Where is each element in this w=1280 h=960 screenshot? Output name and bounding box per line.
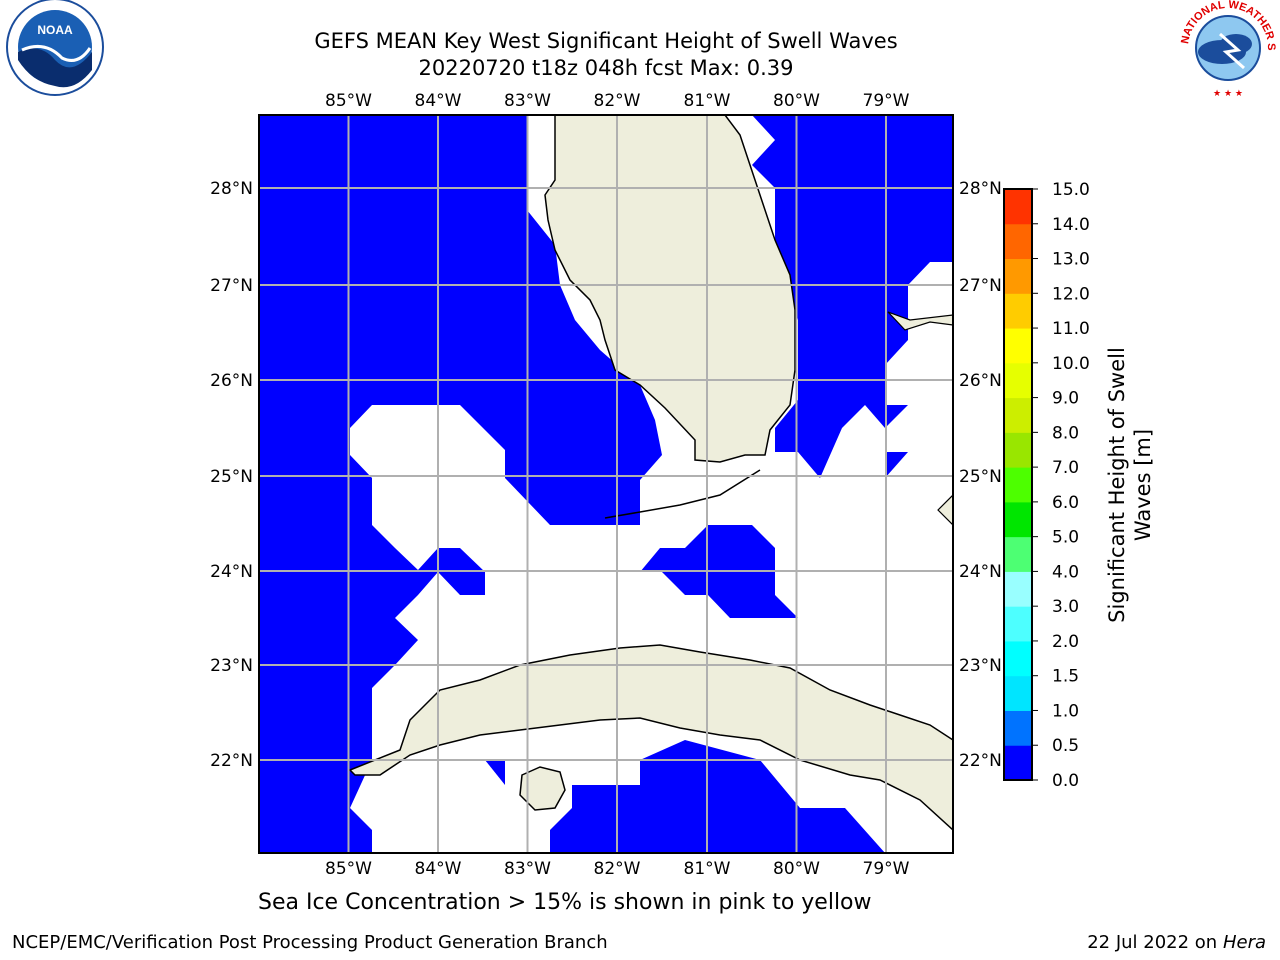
colorbar-tick-label: 7.0 bbox=[1052, 458, 1079, 478]
lon-tick-top: 85°W bbox=[325, 91, 372, 111]
ocean-patch-cuba bbox=[485, 760, 505, 785]
colorbar-segment bbox=[1004, 467, 1032, 503]
colorbar-segment bbox=[1004, 397, 1032, 433]
land-isla-juventud bbox=[519, 766, 566, 811]
colorbar-segment bbox=[1004, 640, 1032, 677]
colorbar-tick-label: 4.0 bbox=[1052, 562, 1079, 582]
footer-host: Hera bbox=[1222, 932, 1266, 953]
colorbar-segment bbox=[1004, 258, 1032, 294]
colorbar-segment bbox=[1004, 571, 1032, 607]
lon-tick-top: 83°W bbox=[504, 91, 551, 111]
map-frame bbox=[258, 114, 954, 854]
colorbar-segment bbox=[1004, 536, 1032, 572]
lon-tick-bottom: 85°W bbox=[325, 859, 372, 879]
lat-tick-right: 25°N bbox=[959, 467, 1002, 487]
colorbar-label-line-1: Significant Height of Swell bbox=[1105, 347, 1129, 623]
land-andros bbox=[937, 494, 953, 526]
lon-tick-top: 84°W bbox=[415, 91, 462, 111]
colorbar-segment bbox=[1004, 293, 1032, 329]
lat-tick-right: 22°N bbox=[959, 751, 1002, 771]
lon-tick-bottom: 82°W bbox=[594, 859, 641, 879]
colorbar-tick-label: 1.0 bbox=[1052, 701, 1079, 721]
gridlines bbox=[259, 115, 953, 853]
colorbar-tick-label: 1.5 bbox=[1052, 667, 1079, 687]
footer-date: 22 Jul 2022 on Hera bbox=[1087, 932, 1266, 953]
nodata-region bbox=[350, 115, 953, 853]
lon-tick-bottom: 80°W bbox=[773, 859, 820, 879]
map-area bbox=[259, 115, 953, 853]
colorbar-segment bbox=[1004, 223, 1032, 260]
colorbar-tick-label: 11.0 bbox=[1052, 319, 1090, 339]
colorbar-tick-label: 14.0 bbox=[1052, 215, 1090, 235]
lon-tick-top: 82°W bbox=[594, 91, 641, 111]
lat-tick-left: 25°N bbox=[210, 467, 253, 487]
lat-tick-left: 23°N bbox=[210, 656, 253, 676]
colorbar-tick-label: 15.0 bbox=[1052, 180, 1090, 200]
footer-date-text: 22 Jul 2022 on bbox=[1087, 932, 1223, 953]
colorbar-tick-label: 10.0 bbox=[1052, 354, 1090, 374]
lon-ticks-top: 85°W 84°W 83°W 82°W 81°W 80°W 79°W bbox=[325, 91, 910, 111]
colorbar-tick-label: 13.0 bbox=[1052, 250, 1090, 270]
title-line-1: GEFS MEAN Key West Significant Height of… bbox=[314, 29, 898, 53]
colorbar-segment bbox=[1004, 675, 1032, 711]
sea-ice-note: Sea Ice Concentration > 15% is shown in … bbox=[258, 890, 872, 915]
colorbar-label-line-2: Waves [m] bbox=[1131, 429, 1155, 541]
colorbar-segment bbox=[1004, 432, 1032, 468]
lat-tick-left: 24°N bbox=[210, 562, 253, 582]
colorbar-segment bbox=[1004, 501, 1032, 538]
lat-tick-right: 26°N bbox=[959, 371, 1002, 391]
colorbar-tick-label: 5.0 bbox=[1052, 528, 1079, 548]
lat-ticks-right: 28°N 27°N 26°N 25°N 24°N 23°N 22°N bbox=[959, 179, 1002, 771]
lon-tick-bottom: 79°W bbox=[863, 859, 910, 879]
lon-ticks-bottom: 85°W 84°W 83°W 82°W 81°W 80°W 79°W bbox=[325, 859, 910, 879]
colorbar-segment bbox=[1004, 745, 1032, 781]
lat-tick-left: 26°N bbox=[210, 371, 253, 391]
footer-credit: NCEP/EMC/Verification Post Processing Pr… bbox=[12, 932, 608, 953]
noaa-logo-text: NOAA bbox=[37, 23, 73, 37]
lon-tick-top: 79°W bbox=[863, 91, 910, 111]
colorbar-tick-label: 9.0 bbox=[1052, 389, 1079, 409]
colorbar-segment bbox=[1004, 710, 1032, 746]
nws-logo: NATIONAL WEATHER SERVICE ★ ★ ★ bbox=[0, 0, 1277, 99]
florida-keys bbox=[604, 469, 761, 519]
lon-tick-bottom: 84°W bbox=[415, 859, 462, 879]
colorbar-tick-label: 8.0 bbox=[1052, 423, 1079, 443]
colorbar-segment bbox=[1004, 606, 1032, 642]
colorbar-segment bbox=[1004, 362, 1032, 399]
lat-tick-right: 23°N bbox=[959, 656, 1002, 676]
lon-tick-bottom: 81°W bbox=[684, 859, 731, 879]
nws-stars: ★ ★ ★ bbox=[1213, 89, 1243, 99]
land-grand-bahama bbox=[887, 311, 953, 331]
title-line-2: 20220720 t18z 048h fcst Max: 0.39 bbox=[418, 56, 794, 80]
lat-tick-right: 27°N bbox=[959, 276, 1002, 296]
colorbar-tick-label: 6.0 bbox=[1052, 493, 1079, 513]
colorbar-segment bbox=[1004, 189, 1032, 225]
lon-tick-top: 80°W bbox=[773, 91, 820, 111]
colorbar-segment bbox=[1004, 328, 1032, 364]
colorbar: 0.0 0.5 1.0 1.5 2.0 3.0 4.0 5.0 6.0 7.0 8.0 9.0 10.0… bbox=[1003, 180, 1090, 791]
lat-tick-left: 28°N bbox=[210, 179, 253, 199]
colorbar-tick-label: 0.5 bbox=[1052, 736, 1079, 756]
noaa-logo: NOAA bbox=[6, 0, 104, 96]
colorbar-tick-label: 0.0 bbox=[1052, 771, 1079, 791]
colorbar-tick-label: 2.0 bbox=[1052, 632, 1079, 652]
lat-tick-left: 22°N bbox=[210, 751, 253, 771]
land-cuba bbox=[348, 644, 953, 832]
lat-tick-left: 27°N bbox=[210, 276, 253, 296]
colorbar-tick-label: 3.0 bbox=[1052, 597, 1079, 617]
lat-tick-right: 28°N bbox=[959, 179, 1002, 199]
lat-tick-right: 24°N bbox=[959, 562, 1002, 582]
lon-tick-top: 81°W bbox=[684, 91, 731, 111]
lon-tick-bottom: 83°W bbox=[504, 859, 551, 879]
colorbar-tick-label: 12.0 bbox=[1052, 284, 1090, 304]
lat-ticks-left: 28°N 27°N 26°N 25°N 24°N 23°N 22°N bbox=[210, 179, 253, 771]
land-florida bbox=[544, 115, 796, 463]
colorbar-frame bbox=[1003, 188, 1033, 781]
nws-logo-text: NATIONAL WEATHER SERVICE bbox=[0, 0, 1277, 51]
ocean-patch-bahamas bbox=[885, 452, 908, 478]
